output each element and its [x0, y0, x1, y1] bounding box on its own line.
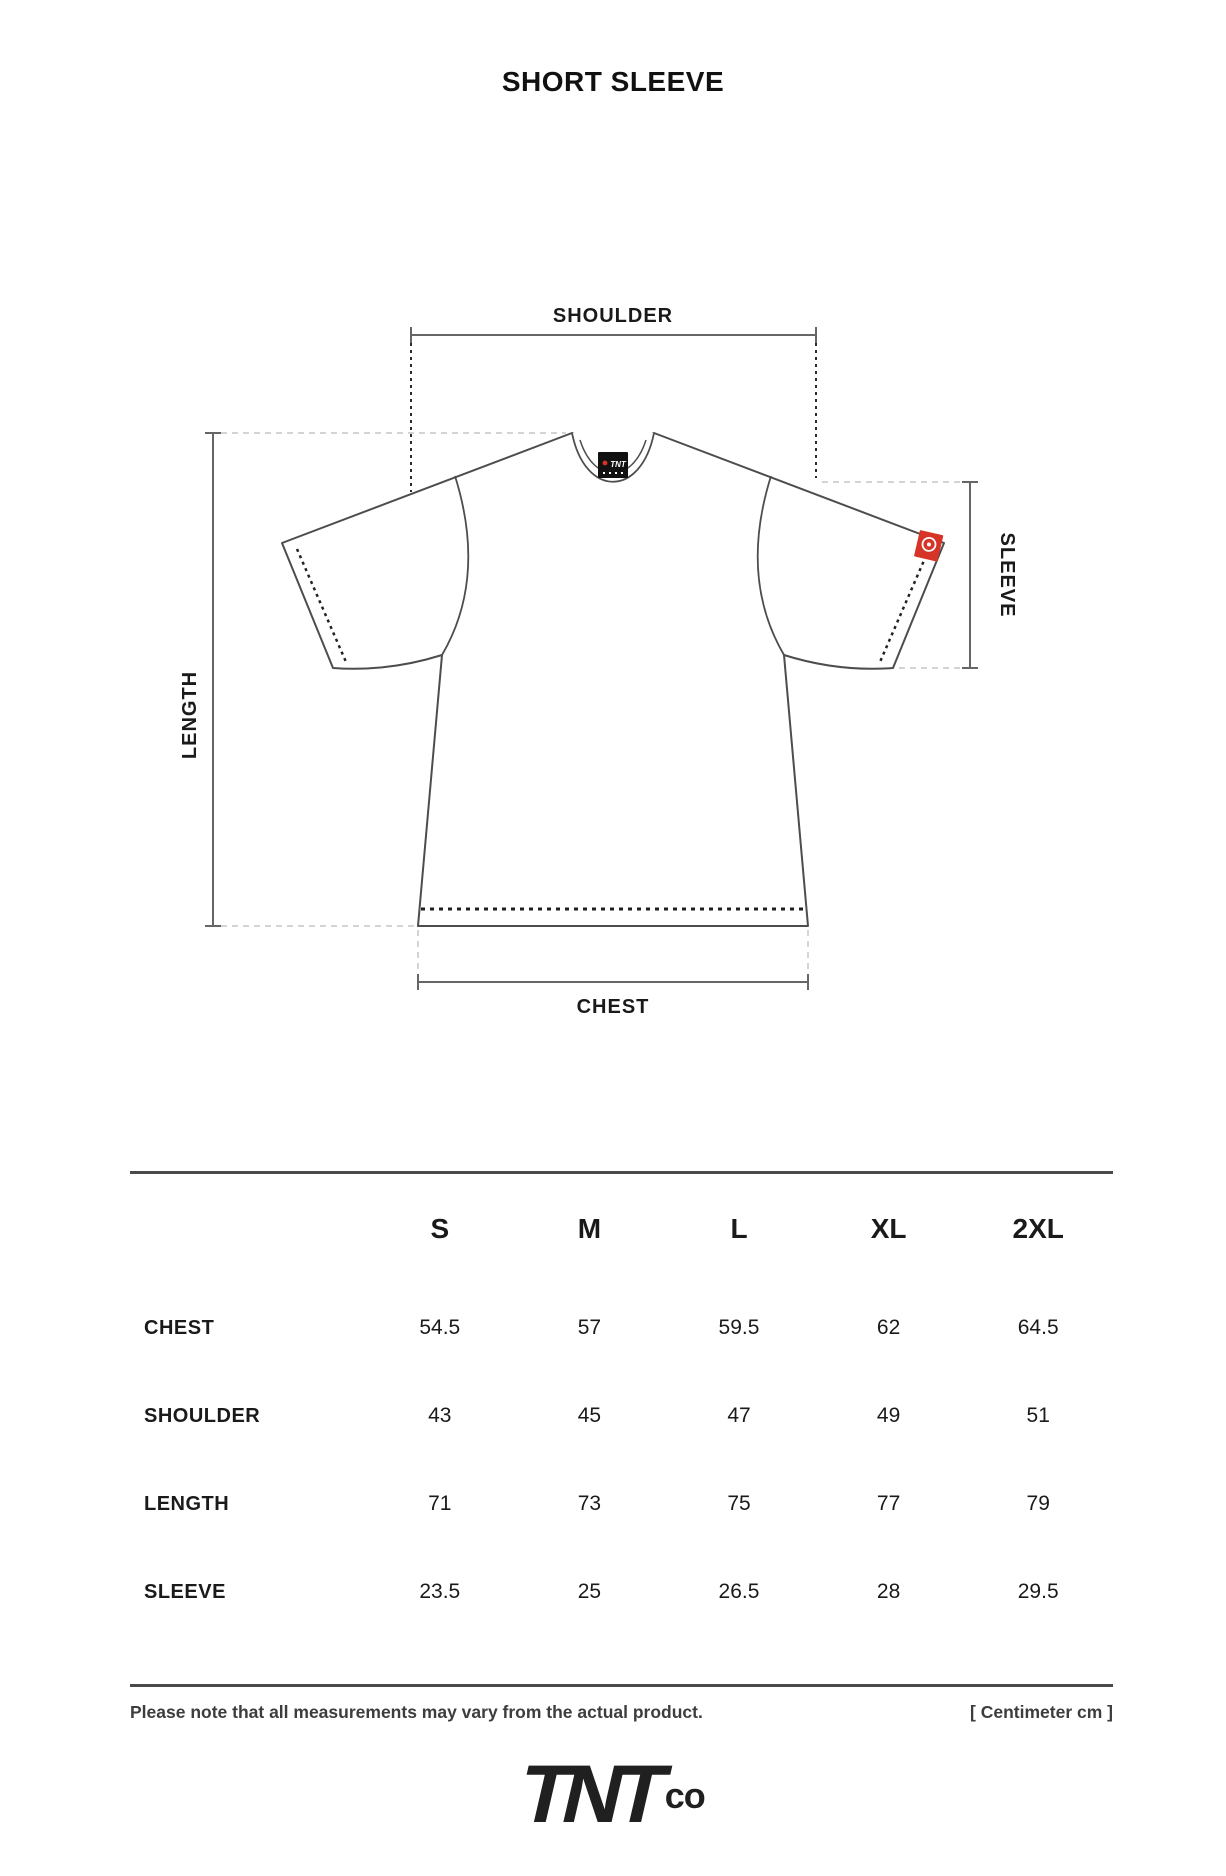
measurement-label-chest: CHEST [144, 1316, 215, 1339]
size-column-header-s: S [430, 1213, 450, 1244]
shoulder-dimension-line [410, 327, 817, 343]
measurement-value: 43 [428, 1404, 452, 1427]
measurement-value: 71 [428, 1492, 452, 1515]
measurement-value: 28 [876, 1580, 901, 1603]
unit-note: [ Centimeter cm ] [970, 1702, 1113, 1722]
measurement-value: 29.5 [1017, 1580, 1059, 1603]
measurement-value: 77 [876, 1492, 901, 1515]
size-column-header-m: M [577, 1213, 602, 1244]
size-table-section: S M L XL 2XL CHEST 54.5 57 59.5 62 64.5 … [130, 1171, 1113, 1687]
size-column-header-xl: XL [870, 1213, 907, 1244]
measurement-disclaimer: Please note that all measurements may va… [130, 1702, 703, 1722]
measurement-value: 45 [577, 1404, 602, 1427]
shoulder-projection-lines [410, 343, 817, 492]
measurement-value: 49 [876, 1404, 901, 1427]
shirt-outline [281, 432, 945, 927]
logo-co-text: co [664, 1775, 706, 1816]
shoulder-dimension-label: SHOULDER [553, 305, 673, 327]
size-table: S M L XL 2XL CHEST 54.5 57 59.5 62 64.5 … [130, 1174, 1113, 1636]
measurement-value: 62 [876, 1316, 901, 1339]
measurement-value: 25 [577, 1580, 602, 1603]
measurement-value: 59.5 [718, 1316, 760, 1339]
table-corner-cell [130, 1174, 365, 1284]
length-dimension-label: LENGTH [179, 671, 201, 759]
measurement-value: 75 [727, 1492, 751, 1515]
size-column-header-l: L [730, 1213, 748, 1244]
measurement-value: 23.5 [419, 1580, 461, 1603]
measurement-value: 51 [1026, 1404, 1050, 1427]
sleeve-dimension-label: SLEEVE [996, 533, 1018, 618]
brand-logo: TNT co [0, 1749, 1226, 1840]
extension-dashed-lines [221, 432, 962, 974]
footer-note-bar: Please note that all measurements may va… [130, 1702, 1113, 1723]
measurement-value: 54.5 [419, 1316, 461, 1339]
measurement-label-shoulder: SHOULDER [144, 1404, 261, 1427]
measurement-value: 73 [577, 1492, 602, 1515]
page-title: SHORT SLEEVE [501, 66, 725, 97]
measurement-label-sleeve: SLEEVE [144, 1580, 226, 1603]
sleeve-dimension-line [962, 481, 978, 669]
left-armhole-seam [441, 475, 470, 656]
size-column-header-2xl: 2XL [1012, 1213, 1064, 1244]
measurement-value: 64.5 [1017, 1316, 1059, 1339]
measurement-label-length: LENGTH [144, 1492, 230, 1515]
sleeve-brand-tag-icon [914, 530, 944, 562]
collar-brand-label: TNT [598, 452, 628, 478]
right-armhole-seam [756, 475, 785, 656]
logo-tnt-text: TNT [510, 1749, 671, 1840]
length-dimension-line [205, 432, 221, 927]
chest-dimension-label: CHEST [577, 996, 650, 1018]
collar-label-text: TNT [610, 460, 627, 469]
measurement-value: 57 [577, 1316, 602, 1339]
measurement-value: 26.5 [718, 1580, 760, 1603]
size-diagram: TNT [179, 305, 1018, 1018]
measurement-value: 47 [727, 1404, 751, 1427]
chest-dimension-line [417, 974, 809, 990]
measurement-value: 79 [1026, 1492, 1050, 1515]
